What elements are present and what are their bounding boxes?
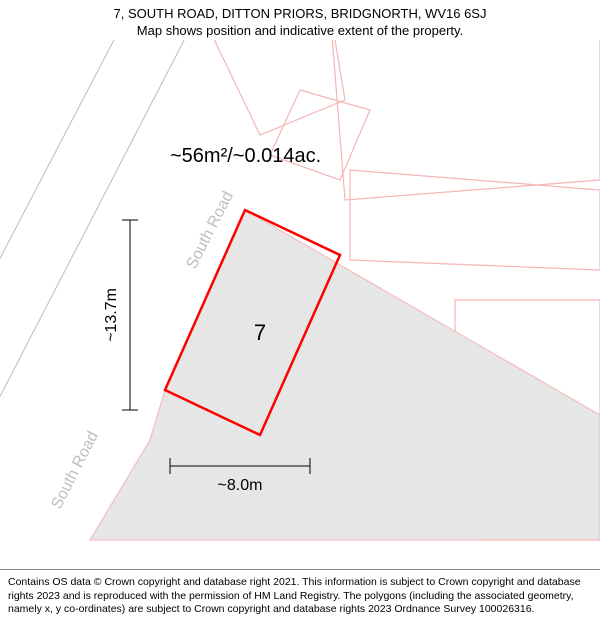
copyright-footer: Contains OS data © Crown copyright and d… [0, 569, 600, 625]
dim-width-label: ~8.0m [218, 477, 263, 494]
map-canvas: South RoadSouth Road7~56m²/~0.014ac.~13.… [0, 40, 600, 550]
map-subtitle: Map shows position and indicative extent… [10, 23, 590, 38]
plot-number: 7 [254, 320, 266, 345]
area-label: ~56m²/~0.014ac. [170, 145, 321, 167]
map-svg: South RoadSouth Road7~56m²/~0.014ac.~13.… [0, 40, 600, 550]
header: 7, SOUTH ROAD, DITTON PRIORS, BRIDGNORTH… [0, 0, 600, 40]
dim-height-label: ~13.7m [103, 288, 120, 342]
map-title: 7, SOUTH ROAD, DITTON PRIORS, BRIDGNORTH… [10, 6, 590, 21]
